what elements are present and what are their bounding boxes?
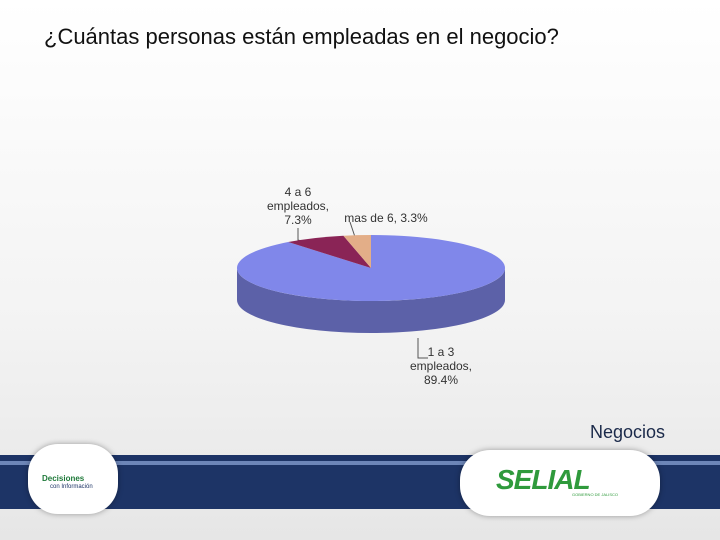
- logo-text: SELIAL: [496, 464, 591, 495]
- leader-line: [417, 338, 428, 359]
- footer-stripe: [0, 461, 720, 465]
- pie-slice: [288, 235, 371, 268]
- logo-left: Decisiones con Información: [28, 444, 118, 514]
- data-label: 1 a 3 empleados, 89.4%: [409, 345, 473, 387]
- pie-slice-side: [237, 268, 505, 333]
- pie-slice: [343, 235, 371, 268]
- logo-text: GOBIERNO DE JALISCO: [572, 492, 619, 497]
- footer-label: Negocios: [590, 422, 666, 442]
- data-label: 4 a 6 empleados, 7.3%: [266, 185, 330, 227]
- data-label: mas de 6, 3.3%: [344, 211, 428, 225]
- chart-title: ¿Cuántas personas están empleadas en el …: [44, 24, 559, 49]
- logo-right: SELIAL GOBIERNO DE JALISCO: [460, 450, 660, 516]
- pie: [236, 235, 505, 333]
- logo-text: con Información: [50, 484, 93, 490]
- pie-slice: [236, 235, 505, 301]
- logo-text: Decisiones: [42, 474, 85, 483]
